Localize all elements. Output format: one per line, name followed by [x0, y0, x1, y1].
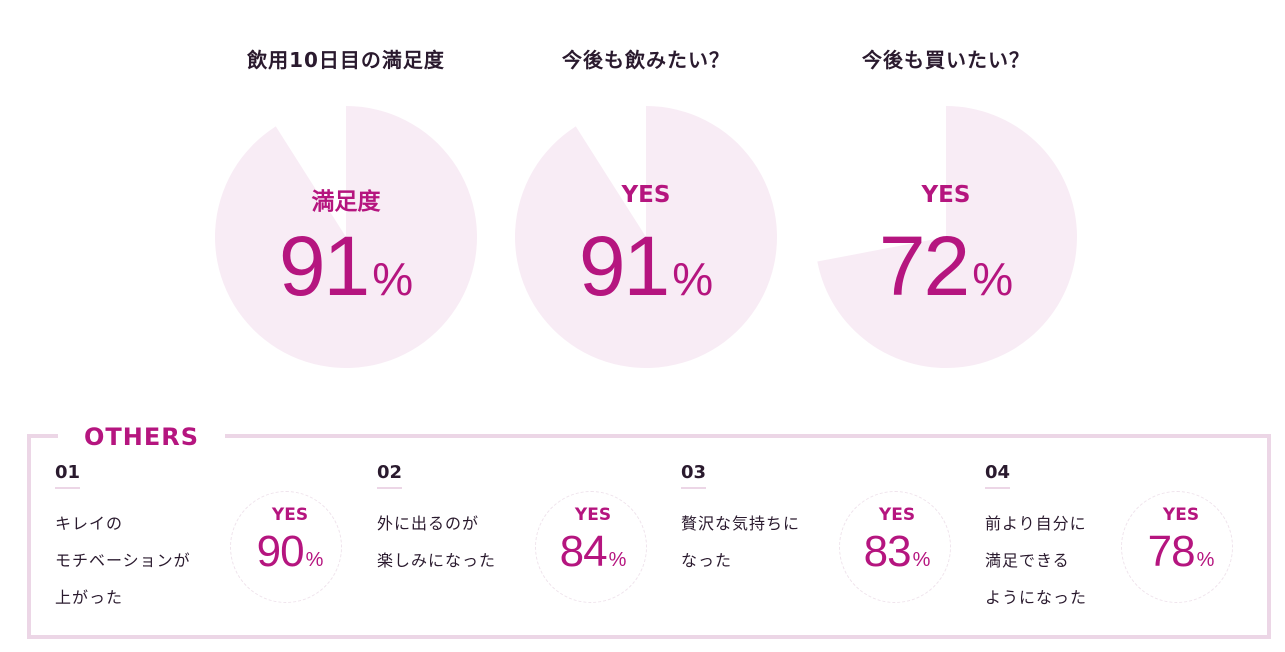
item-number: 02 [377, 461, 403, 489]
item-line: 楽しみになった [377, 551, 497, 570]
item-line: なった [681, 551, 733, 570]
pie-slice [817, 106, 1077, 368]
item-number: 04 [985, 461, 1011, 489]
item-line: モチベーションが [55, 551, 191, 570]
others-item-04: 04 前より自分に 満足できる ようになった YES 78% [985, 461, 1275, 631]
item-label: YES [1162, 505, 1200, 525]
item-number-value: 78 [1147, 527, 1196, 576]
item-line: 満足できる [985, 551, 1070, 570]
pie-chart [515, 106, 777, 368]
item-circle [839, 491, 951, 603]
pie-chart [215, 106, 477, 368]
stat-satisfaction: 飲用10日目の満足度 満足度 91% [196, 0, 496, 380]
others-item-02: 02 外に出るのが 楽しみになった YES 84% [377, 461, 667, 631]
others-item-03: 03 贅沢な気持ちに なった YES 83% [681, 461, 971, 631]
stat-label: YES [921, 182, 971, 208]
stat-title: 今後も飲みたい？ [562, 48, 730, 72]
item-circle [230, 491, 342, 603]
item-unit: % [912, 549, 931, 571]
stat-unit: % [672, 253, 714, 305]
item-description: 贅沢な気持ちに なった [681, 505, 841, 579]
stat-label: 満足度 [311, 189, 381, 215]
item-number: 03 [681, 461, 707, 489]
stat-buy-again: 今後も買いたい？ YES 72% [796, 0, 1096, 380]
item-number-value: 90 [256, 527, 305, 576]
stat-number: 72 [878, 219, 970, 313]
item-description: 外に出るのが 楽しみになった [377, 505, 537, 579]
item-value: 78% [1121, 527, 1241, 577]
pie-chart [817, 106, 1077, 368]
item-unit: % [1196, 549, 1215, 571]
stat-value: 72% [796, 218, 1096, 315]
item-label: YES [878, 505, 916, 525]
item-value: 83% [837, 527, 957, 577]
stat-drink-again: 今後も飲みたい？ YES 91% [496, 0, 796, 380]
stat-number: 91 [578, 219, 670, 313]
item-circle [1121, 491, 1233, 603]
stat-title: 飲用10日目の満足度 [247, 48, 445, 72]
item-number-value: 83 [863, 527, 912, 576]
item-description: 前より自分に 満足できる ようになった [985, 505, 1145, 616]
stat-unit: % [972, 253, 1014, 305]
stat-number: 91 [278, 219, 370, 313]
others-heading: OTHERS [58, 420, 226, 454]
item-value: 84% [533, 527, 653, 577]
stat-unit: % [372, 253, 414, 305]
item-number: 01 [55, 461, 81, 489]
item-circle [535, 491, 647, 603]
item-description: キレイの モチベーションが 上がった [55, 505, 215, 616]
item-line: 贅沢な気持ちに [681, 514, 801, 533]
item-label: YES [574, 505, 612, 525]
item-number-value: 84 [559, 527, 608, 576]
stat-value: 91% [496, 218, 796, 315]
item-line: キレイの [55, 514, 124, 533]
others-item-01: 01 キレイの モチベーションが 上がった YES 90% [55, 461, 345, 631]
item-line: ようになった [985, 588, 1088, 607]
stat-title: 今後も買いたい？ [862, 48, 1030, 72]
item-unit: % [305, 549, 324, 571]
stat-value: 91% [196, 218, 496, 315]
item-line: 外に出るのが [377, 514, 480, 533]
stat-label: YES [621, 182, 671, 208]
item-value: 90% [230, 527, 350, 577]
item-line: 前より自分に [985, 514, 1087, 533]
item-line: 上がった [55, 588, 124, 607]
item-label: YES [271, 505, 309, 525]
pie-slice [515, 106, 777, 368]
item-unit: % [608, 549, 627, 571]
pie-slice [215, 106, 477, 368]
